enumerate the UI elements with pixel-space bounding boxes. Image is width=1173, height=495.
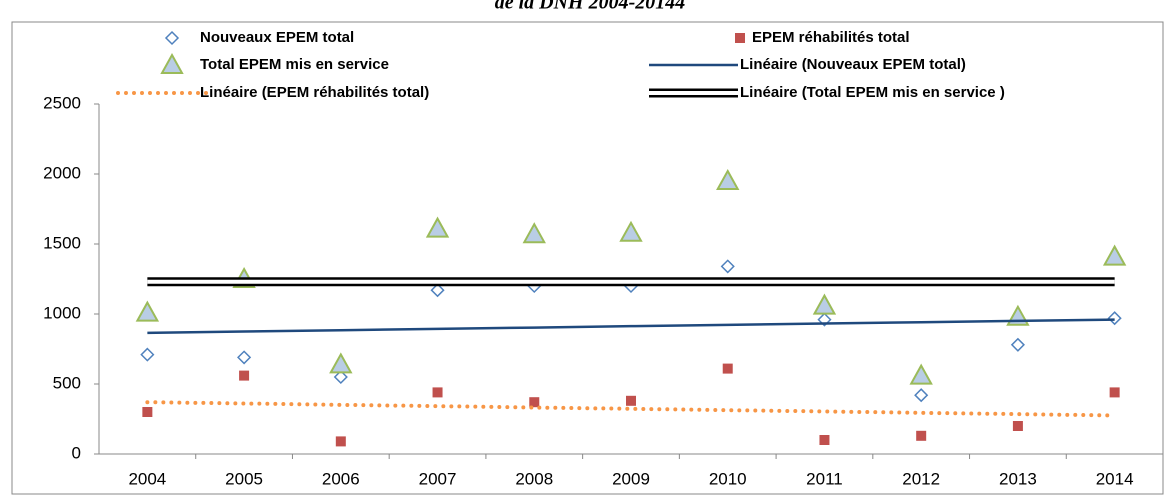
legend-label: Linéaire (Total EPEM mis en service )	[740, 84, 1005, 101]
data-point	[142, 407, 153, 417]
x-tick-label: 2012	[902, 469, 940, 488]
legend-marker	[164, 30, 180, 46]
legend-label: Total EPEM mis en service	[200, 56, 389, 73]
x-tick-label: 2005	[225, 469, 263, 488]
data-point	[619, 220, 643, 242]
x-tick-label: 2008	[515, 469, 553, 488]
x-tick-label: 2009	[612, 469, 650, 488]
data-point	[335, 436, 346, 447]
data-point	[722, 363, 733, 374]
data-point	[1107, 311, 1122, 326]
y-tick-label: 1500	[43, 233, 81, 252]
data-point	[430, 283, 445, 298]
data-point	[237, 350, 252, 365]
trend-line	[145, 400, 1117, 418]
data-point	[333, 369, 348, 385]
x-tick-label: 2013	[999, 469, 1037, 488]
data-point	[1010, 337, 1025, 352]
data-point	[140, 347, 155, 362]
y-tick-label: 1000	[43, 303, 81, 322]
data-point	[819, 435, 830, 445]
data-point	[425, 216, 450, 238]
data-point	[812, 293, 837, 315]
x-tick-label: 2011	[806, 469, 843, 488]
data-point	[1102, 244, 1127, 266]
y-tick-label: 0	[72, 443, 81, 462]
data-point	[432, 387, 443, 398]
x-tick-label: 2006	[322, 469, 360, 488]
data-point	[909, 363, 933, 385]
x-tick-label: 2014	[1096, 469, 1134, 488]
data-point	[914, 388, 929, 403]
legend-label: Linéaire (EPEM réhabilités total)	[200, 84, 429, 101]
data-point	[329, 352, 353, 374]
legend-marker	[160, 52, 184, 74]
data-point	[720, 259, 735, 274]
legend-label: Nouveaux EPEM total	[200, 29, 354, 46]
data-point	[135, 300, 160, 322]
data-point	[1012, 421, 1023, 431]
data-point	[239, 370, 250, 381]
data-point	[522, 222, 546, 244]
legend-marker	[735, 33, 745, 43]
x-tick-label: 2004	[128, 469, 166, 488]
trend-line	[147, 318, 1115, 335]
data-point	[626, 395, 636, 406]
x-tick-label: 2007	[419, 469, 457, 488]
data-point	[529, 397, 540, 408]
legend-label: Linéaire (Nouveaux EPEM total)	[740, 56, 966, 73]
data-point	[1109, 387, 1120, 398]
y-tick-label: 500	[53, 373, 81, 392]
y-tick-label: 2500	[43, 93, 81, 112]
x-tick-label: 2010	[709, 469, 747, 488]
data-point	[716, 168, 740, 190]
data-point	[916, 430, 927, 441]
legend-label: EPEM réhabilités total	[752, 29, 910, 46]
y-tick-label: 2000	[43, 163, 81, 182]
chart-title: de la DNH 2004-20144	[495, 0, 686, 14]
